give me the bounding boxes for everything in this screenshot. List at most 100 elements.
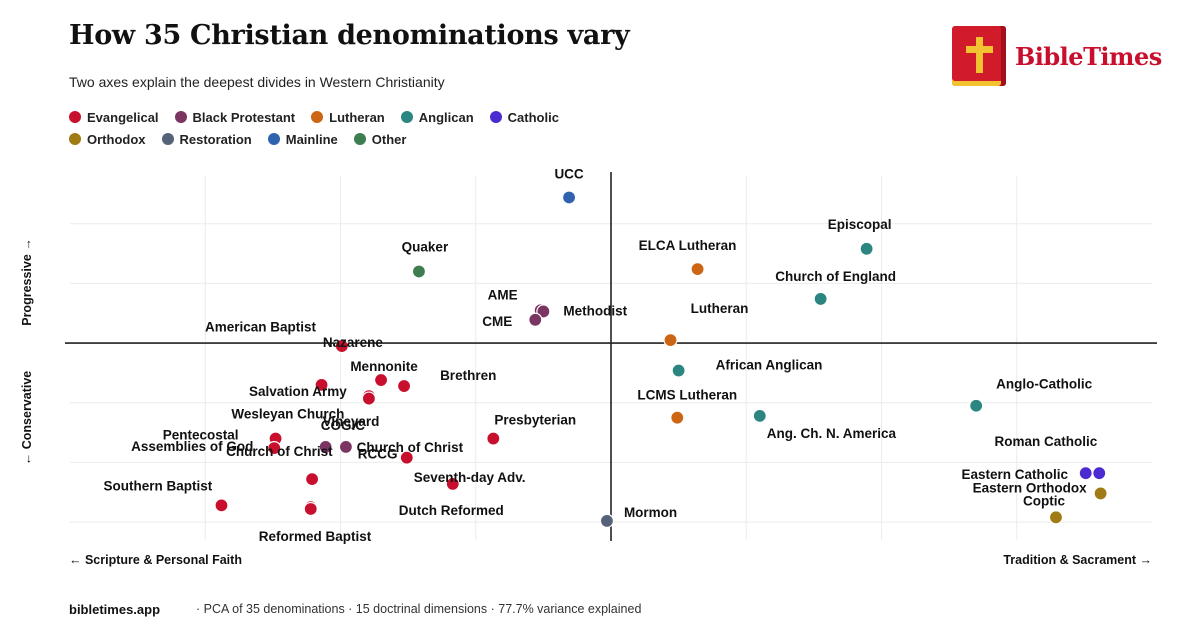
- point-southern-baptist[interactable]: [214, 498, 229, 513]
- legend-item-evangelical[interactable]: Evangelical: [69, 110, 159, 125]
- legend-label: Catholic: [507, 109, 559, 125]
- legend-swatch: [311, 111, 324, 123]
- point-label: Mormon: [624, 505, 677, 520]
- legend-item-mainline[interactable]: Mainline: [267, 131, 338, 147]
- legend-item-black-protestant[interactable]: Black Protestant: [174, 109, 296, 125]
- point-label: UCC: [554, 166, 583, 181]
- point-roman-catholic[interactable]: [1092, 466, 1107, 481]
- point-label: AME: [488, 287, 518, 302]
- point-label: Quaker: [402, 239, 449, 254]
- point-assemblies-of-god[interactable]: [267, 441, 282, 456]
- legend-swatch: [489, 111, 502, 123]
- chart-title: How 35 Christian denominations vary: [69, 20, 630, 51]
- legend-swatch: [161, 133, 174, 145]
- point-label: Salvation Army: [249, 384, 347, 399]
- point-label: RCCG: [358, 447, 398, 462]
- axes: [65, 172, 1157, 541]
- point-label: American Baptist: [205, 319, 317, 334]
- point-label: Brethren: [440, 368, 496, 383]
- point-label: Southern Baptist: [103, 478, 212, 493]
- point-label: Mennonite: [350, 359, 418, 374]
- legend-swatch: [400, 111, 413, 123]
- legend-label: Black Protestant: [192, 109, 296, 125]
- point-coptic[interactable]: [1048, 510, 1064, 525]
- x-axis-label-right: Tradition & Sacrament →: [1003, 553, 1152, 567]
- legend-label: Orthodox: [87, 131, 146, 147]
- point-seventh-day-adv[interactable]: [445, 476, 460, 492]
- legend-item-restoration[interactable]: Restoration: [161, 131, 252, 147]
- point-church-of-england[interactable]: [813, 291, 828, 307]
- legend-label: Lutheran: [329, 109, 385, 125]
- footer-note: · PCA of 35 denominations · 15 doctrinal…: [196, 602, 642, 616]
- point-label: African Anglican: [716, 358, 823, 373]
- data-points: [214, 190, 1108, 529]
- point-ang-ch-n-america[interactable]: [752, 408, 767, 423]
- point-labels: UCC Episcopal ELCA Lutheran Church of Engla…: [103, 166, 1097, 544]
- point-church-of-christ[interactable]: [318, 439, 333, 455]
- point-wesleyan-church[interactable]: [361, 391, 377, 406]
- x-axis-label-left: ← Scripture & Personal Faith: [69, 553, 242, 567]
- point-label: Eastern Orthodox: [973, 480, 1088, 495]
- y-axis-label-top: Progressive →: [20, 238, 34, 326]
- legend-label: Anglican: [418, 109, 474, 125]
- point-label: Vineyard: [323, 414, 380, 429]
- point-label: CME: [482, 314, 512, 329]
- point-quaker[interactable]: [411, 264, 427, 279]
- point-label: Assemblies of God: [131, 439, 253, 454]
- point-label: Presbyterian: [494, 413, 576, 428]
- legend-swatch: [69, 111, 81, 123]
- point-anglo-catholic[interactable]: [969, 398, 984, 413]
- point-label: LCMS Lutheran: [637, 388, 737, 403]
- legend-row-2: Orthodox Restoration Mainline Other: [69, 128, 689, 150]
- point-episcopal[interactable]: [859, 241, 874, 256]
- point-label: Nazarene: [323, 335, 384, 350]
- point-mormon[interactable]: [599, 513, 615, 529]
- point-african-anglican[interactable]: [671, 363, 686, 378]
- legend-item-lutheran[interactable]: Lutheran: [311, 110, 385, 125]
- point-label: Ang. Ch. N. America: [767, 426, 897, 441]
- point-label: Episcopal: [828, 217, 892, 232]
- point-label: Lutheran: [691, 301, 749, 316]
- legend-item-other[interactable]: Other: [353, 131, 407, 147]
- legend-label: Other: [371, 131, 407, 147]
- point-elca-lutheran[interactable]: [690, 261, 705, 277]
- legend-item-anglican[interactable]: Anglican: [400, 109, 474, 125]
- point-nazarene[interactable]: [334, 338, 349, 354]
- point-dutch-reformed[interactable]: [303, 501, 318, 517]
- legend-label: Restoration: [179, 131, 252, 147]
- point-church-of-christ[interactable]: [304, 472, 320, 487]
- point-vineyard[interactable]: [314, 377, 329, 392]
- footer-site[interactable]: bibletimes.app: [69, 602, 161, 617]
- point-label: Seventh-day Adv.: [414, 470, 526, 485]
- point-label: Coptic: [1023, 493, 1065, 508]
- point-eastern-catholic[interactable]: [1078, 466, 1093, 481]
- point-label: COGIC: [321, 418, 366, 433]
- point-brethren[interactable]: [396, 378, 412, 394]
- legend-label: Mainline: [285, 131, 338, 147]
- chart-subtitle: Two axes explain the deepest divides in …: [69, 74, 445, 90]
- point-rccg[interactable]: [399, 450, 414, 465]
- bibletimes-logo[interactable]: BibleTimes: [952, 26, 1162, 86]
- legend-item-orthodox[interactable]: Orthodox: [69, 132, 146, 147]
- point-cme[interactable]: [528, 312, 543, 327]
- legend-item-catholic[interactable]: Catholic: [489, 109, 559, 125]
- point-label: Church of England: [775, 269, 896, 284]
- brand-name: BibleTimes: [1015, 41, 1162, 71]
- point-label: Roman Catholic: [994, 434, 1097, 449]
- legend-swatch: [174, 111, 187, 123]
- point-cogic[interactable]: [338, 439, 354, 455]
- point-eastern-orthodox[interactable]: [1093, 486, 1108, 501]
- point-lutheran[interactable]: [663, 332, 678, 348]
- point-label: Wesleyan Church: [231, 407, 344, 422]
- axis-labels: ← Scripture & Personal Faith Tradition &…: [20, 238, 1152, 567]
- point-lcms-lutheran[interactable]: [670, 410, 685, 425]
- point-presbyterian[interactable]: [486, 431, 501, 446]
- point-label: Church of Christ: [357, 440, 464, 455]
- legend-row-1: Evangelical Black Protestant Lutheran Angli…: [69, 106, 689, 128]
- point-label: Dutch Reformed: [399, 503, 504, 518]
- point-ucc[interactable]: [561, 190, 577, 205]
- legend-swatch: [69, 133, 81, 145]
- point-label: Reformed Baptist: [259, 529, 372, 544]
- point-mennonite[interactable]: [373, 372, 389, 388]
